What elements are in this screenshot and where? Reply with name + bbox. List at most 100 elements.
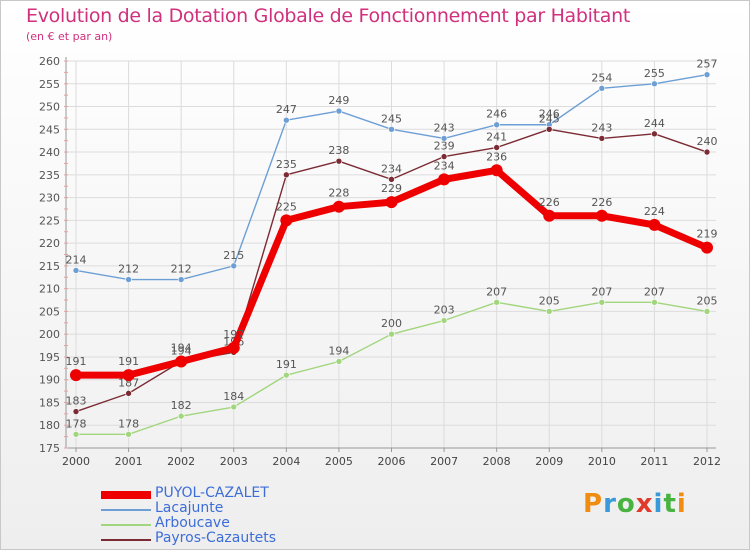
data-point-payros-cazautets bbox=[388, 176, 395, 183]
data-point-payros-cazautets bbox=[335, 157, 343, 165]
y-tick-label: 215 bbox=[39, 260, 60, 273]
data-label-puyol-cazalet: 234 bbox=[434, 159, 455, 172]
data-label-payros-cazautets: 187 bbox=[118, 376, 139, 389]
data-label-lacajunte: 247 bbox=[276, 103, 297, 116]
y-tick-label: 190 bbox=[39, 374, 60, 387]
y-tick-label: 220 bbox=[39, 237, 60, 250]
data-point-puyol-cazalet bbox=[701, 241, 713, 254]
data-label-lacajunte: 257 bbox=[697, 58, 718, 71]
data-point-payros-cazautets bbox=[283, 171, 290, 179]
data-point-lacajunte bbox=[493, 121, 500, 129]
data-point-arboucave bbox=[440, 317, 448, 324]
data-label-lacajunte: 246 bbox=[539, 108, 560, 121]
data-label-puyol-cazalet: 236 bbox=[486, 150, 507, 163]
data-label-payros-cazautets: 194 bbox=[171, 344, 192, 357]
data-point-arboucave bbox=[72, 431, 80, 438]
data-point-payros-cazautets bbox=[545, 125, 553, 133]
chart-subtitle: (en € et par an) bbox=[26, 30, 113, 43]
y-tick-label: 195 bbox=[39, 351, 60, 364]
data-label-arboucave: 191 bbox=[276, 358, 297, 371]
data-point-puyol-cazalet bbox=[543, 209, 556, 222]
y-tick-label: 200 bbox=[39, 328, 60, 341]
data-label-payros-cazautets: 183 bbox=[66, 395, 87, 408]
x-tick-label: 2003 bbox=[220, 455, 248, 468]
data-label-puyol-cazalet: 228 bbox=[328, 187, 349, 200]
data-point-puyol-cazalet bbox=[595, 209, 608, 222]
data-point-payros-cazautets bbox=[440, 153, 448, 160]
data-label-arboucave: 205 bbox=[697, 294, 718, 307]
data-point-arboucave bbox=[598, 299, 606, 306]
data-label-payros-cazautets: 245 bbox=[539, 112, 560, 125]
data-label-puyol-cazalet: 226 bbox=[591, 196, 612, 209]
data-label-puyol-cazalet: 224 bbox=[644, 205, 665, 218]
data-label-arboucave: 182 bbox=[171, 399, 192, 412]
data-label-payros-cazautets: 244 bbox=[644, 117, 665, 130]
data-point-lacajunte bbox=[388, 125, 395, 133]
y-tick-label: 230 bbox=[39, 192, 60, 205]
logo-letter: t bbox=[663, 489, 677, 519]
data-point-lacajunte bbox=[72, 267, 80, 274]
legend-swatch-arboucave bbox=[101, 524, 151, 526]
x-tick-label: 2001 bbox=[115, 455, 143, 468]
y-tick-label: 205 bbox=[39, 305, 60, 318]
logo-letter: r bbox=[603, 489, 617, 519]
y-tick-label: 260 bbox=[39, 55, 60, 68]
data-point-arboucave bbox=[335, 358, 343, 365]
data-label-arboucave: 194 bbox=[328, 344, 349, 357]
data-label-payros-cazautets: 243 bbox=[591, 121, 612, 134]
x-tick-label: 2007 bbox=[430, 455, 458, 468]
data-label-lacajunte: 246 bbox=[486, 108, 507, 121]
data-point-arboucave bbox=[545, 308, 553, 315]
data-point-payros-cazautets bbox=[598, 135, 606, 142]
data-label-lacajunte: 215 bbox=[223, 249, 244, 262]
data-point-arboucave bbox=[125, 431, 132, 438]
data-point-puyol-cazalet bbox=[227, 341, 240, 354]
data-point-arboucave bbox=[283, 371, 290, 379]
data-label-lacajunte: 243 bbox=[434, 121, 455, 134]
data-label-lacajunte: 249 bbox=[328, 94, 349, 107]
data-point-puyol-cazalet bbox=[438, 173, 451, 186]
data-point-lacajunte bbox=[703, 71, 711, 78]
legend-label-lacajunte: Lacajunte bbox=[155, 500, 224, 516]
data-point-arboucave bbox=[703, 308, 711, 315]
data-label-payros-cazautets: 241 bbox=[486, 131, 507, 144]
data-label-payros-cazautets: 238 bbox=[328, 144, 349, 157]
data-label-arboucave: 200 bbox=[381, 317, 402, 330]
x-tick-label: 2000 bbox=[62, 455, 90, 468]
legend-label-arboucave: Arboucave bbox=[155, 515, 230, 531]
data-point-lacajunte bbox=[440, 135, 448, 142]
y-tick-label: 175 bbox=[39, 442, 60, 455]
y-tick-label: 235 bbox=[39, 169, 60, 182]
data-point-arboucave bbox=[651, 299, 658, 306]
data-point-lacajunte bbox=[177, 276, 185, 283]
data-point-lacajunte bbox=[651, 80, 658, 88]
y-tick-label: 180 bbox=[39, 419, 60, 432]
data-label-puyol-cazalet: 226 bbox=[539, 196, 560, 209]
data-point-lacajunte bbox=[283, 116, 290, 124]
data-label-arboucave: 207 bbox=[486, 285, 507, 298]
data-label-puyol-cazalet: 225 bbox=[276, 200, 297, 213]
data-point-arboucave bbox=[493, 299, 500, 306]
legend-label-payros-cazautets: Payros-Cazautets bbox=[155, 530, 277, 546]
data-point-puyol-cazalet bbox=[490, 164, 503, 177]
data-point-payros-cazautets bbox=[651, 130, 658, 138]
data-label-puyol-cazalet: 194 bbox=[171, 341, 192, 354]
legend-swatch-payros-cazautets bbox=[101, 539, 151, 541]
data-label-payros-cazautets: 234 bbox=[381, 162, 402, 175]
data-point-puyol-cazalet bbox=[385, 196, 398, 209]
legend-swatch-puyol-cazalet bbox=[101, 491, 151, 499]
data-label-lacajunte: 214 bbox=[66, 253, 87, 266]
data-point-lacajunte bbox=[230, 262, 238, 270]
y-tick-label: 225 bbox=[39, 214, 60, 227]
x-tick-label: 2008 bbox=[483, 455, 511, 468]
data-label-puyol-cazalet: 219 bbox=[697, 228, 718, 241]
data-point-puyol-cazalet bbox=[648, 218, 661, 231]
data-point-payros-cazautets bbox=[72, 408, 80, 415]
y-tick-label: 210 bbox=[39, 283, 60, 296]
data-point-puyol-cazalet bbox=[70, 369, 82, 382]
data-label-payros-cazautets: 235 bbox=[276, 158, 297, 171]
x-tick-label: 2002 bbox=[167, 455, 195, 468]
data-label-puyol-cazalet: 191 bbox=[118, 355, 139, 368]
data-label-payros-cazautets: 240 bbox=[697, 135, 718, 148]
